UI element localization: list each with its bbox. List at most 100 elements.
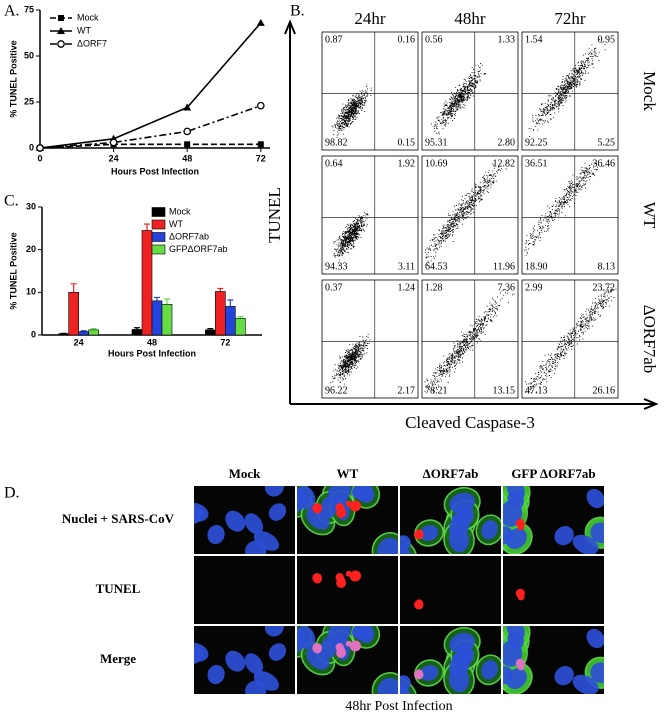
- nucleus: [505, 668, 527, 690]
- column-header: 48hr: [454, 9, 486, 28]
- quadrant-value: 94.33: [325, 261, 348, 272]
- plot-frame: [521, 155, 619, 275]
- quadrant-value: 36.51: [525, 158, 548, 169]
- nucleus: [357, 626, 375, 643]
- quadrant-value: 98.82: [325, 137, 348, 148]
- tunel-signal: [315, 504, 322, 512]
- x-tick-label: 24: [109, 153, 119, 163]
- column-header: 24hr: [354, 9, 386, 28]
- nucleus: [554, 526, 574, 546]
- column-header: ΔORF7ab: [423, 466, 479, 481]
- tunel-signal: [416, 533, 423, 540]
- panel-label: B.: [290, 3, 305, 20]
- quadrant-value: 1.33: [498, 34, 516, 45]
- quadrant-value: 0.95: [598, 34, 616, 45]
- x-tick-label: 24: [74, 337, 84, 347]
- image-content: [194, 626, 287, 694]
- nucleus: [207, 664, 225, 685]
- column-header: WT: [337, 466, 359, 481]
- tunel-signal: [338, 646, 346, 654]
- nucleus: [586, 488, 604, 509]
- quadrant-value: 11.96: [493, 261, 515, 272]
- flow-plot: 1.28 7.36 78.21 13.15: [421, 279, 519, 399]
- nucleus: [244, 513, 264, 535]
- quadrant-value: 1.28: [425, 282, 443, 293]
- nucleus: [400, 675, 411, 693]
- quadrant-value: 0.37: [325, 282, 343, 293]
- y-axis-label: % TUNEL Positive: [8, 40, 18, 117]
- x-axis-label: Cleaved Caspase-3: [405, 413, 535, 432]
- micrograph: [297, 556, 398, 624]
- nucleus: [506, 626, 525, 641]
- quadrant-value: 13.15: [493, 385, 516, 396]
- flow-plot: 1.54 0.95 92.25 5.25: [521, 31, 619, 151]
- y-axis-arrow: [284, 19, 296, 404]
- quadrant-value: 3.11: [398, 261, 415, 272]
- tunel-signal: [315, 644, 322, 652]
- dot-cloud: [525, 287, 617, 394]
- row-header: Nuclei + SARS-CoV: [62, 511, 175, 526]
- flow-plot: 36.51 36.46 18.90 8.13: [521, 155, 619, 275]
- legend-label: WT: [77, 25, 91, 35]
- quadrant-value: 36.46: [593, 158, 616, 169]
- flow-plot: 0.64 1.92 94.33 3.11: [321, 155, 419, 275]
- image-content: [400, 486, 501, 554]
- quadrant-value: 23.72: [593, 282, 616, 293]
- plot-frame: [421, 31, 519, 151]
- nucleus: [321, 496, 337, 519]
- legend-swatch: [151, 244, 166, 255]
- nucleus: [377, 677, 398, 694]
- x-tick-label: 0: [37, 153, 42, 163]
- bar: [205, 329, 216, 336]
- marker: [183, 103, 192, 111]
- dot-cloud: [524, 162, 603, 256]
- nucleus: [590, 662, 604, 684]
- dot-cloud: [424, 288, 515, 394]
- nucleus: [253, 531, 280, 551]
- quadrant-value: 96.22: [325, 385, 348, 396]
- nucleus: [253, 671, 280, 691]
- panel-label: A.: [4, 3, 20, 20]
- nucleus: [297, 486, 316, 510]
- legend-label: ΔORF7ab: [169, 231, 209, 241]
- bar: [225, 306, 236, 336]
- nucleus: [572, 534, 599, 554]
- micrograph: [400, 556, 501, 624]
- nucleus: [503, 500, 523, 527]
- quadrant-value: 1.54: [525, 34, 543, 45]
- row-header: Merge: [100, 651, 136, 666]
- micrograph: [400, 486, 501, 554]
- bar: [215, 291, 226, 336]
- bar: [131, 329, 143, 336]
- image-content: [297, 626, 398, 694]
- y-tick-label: 0: [31, 329, 36, 339]
- quadrant-value: 64.53: [425, 261, 448, 272]
- nucleus: [506, 486, 525, 501]
- micrograph: [194, 556, 295, 624]
- tunel-signal: [338, 576, 346, 584]
- quadrant-value: 0.64: [325, 158, 343, 169]
- x-axis-arrow: [290, 398, 659, 410]
- dot-cloud: [424, 162, 507, 266]
- dot-cloud: [330, 333, 371, 385]
- dot-cloud: [331, 84, 372, 138]
- nucleus: [207, 524, 225, 545]
- image-bg: [297, 556, 398, 624]
- nucleus: [268, 503, 287, 521]
- y-axis-label: TUNEL: [265, 187, 284, 243]
- nucleus: [586, 628, 604, 649]
- row-header: WT: [640, 202, 659, 229]
- row-header: ΔORF7ab: [640, 305, 659, 374]
- x-axis-label: Hours Post Infection: [111, 166, 199, 176]
- flow-plot: 0.37 1.24 96.22 2.17: [321, 279, 419, 399]
- micrograph: [194, 626, 295, 694]
- error-bar: [227, 299, 234, 307]
- error-bar: [154, 296, 160, 301]
- legend-label: Mock: [169, 206, 191, 216]
- quadrant-value: 26.16: [593, 385, 616, 396]
- row-header: TUNEL: [96, 581, 141, 596]
- bar: [141, 230, 153, 336]
- quadrant-value: 18.90: [525, 261, 548, 272]
- legend-label: ΔORF7: [77, 38, 107, 48]
